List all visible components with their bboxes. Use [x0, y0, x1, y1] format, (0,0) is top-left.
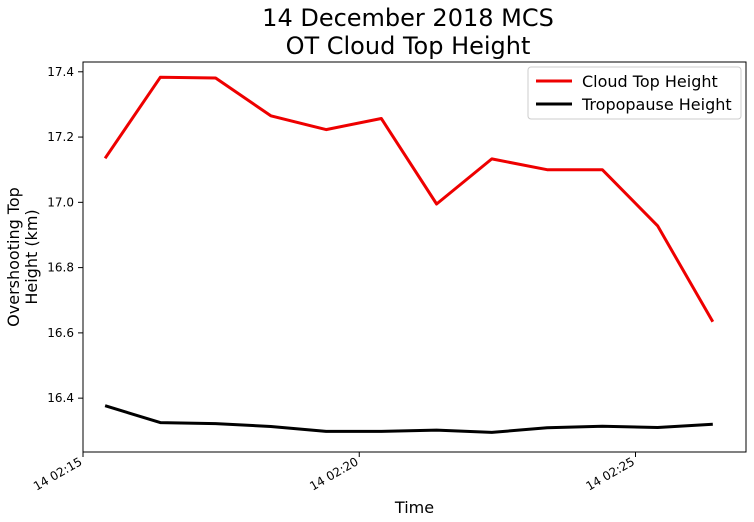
- legend-box: [527, 66, 742, 120]
- plot-frame: [82, 61, 747, 453]
- y-tick-label: 16.6: [47, 326, 74, 340]
- y-axis-label-line-1: Overshooting Top: [4, 187, 23, 327]
- y-axis-label: Overshooting Top Height (km): [4, 187, 41, 327]
- chart-title-line-1: 14 December 2018 MCS: [262, 4, 554, 32]
- x-axis: 14 02:15 14 02:20 14 02:25: [31, 452, 637, 493]
- y-tick-label: 17.0: [47, 195, 74, 209]
- chart-title-line-2: OT Cloud Top Height: [286, 32, 531, 60]
- y-tick-label: 16.4: [47, 391, 74, 405]
- x-axis-label: Time: [394, 498, 434, 517]
- x-tick-label: 14 02:20: [307, 454, 360, 493]
- legend-label: Cloud Top Height: [582, 72, 718, 91]
- x-tick-label: 14 02:15: [31, 454, 84, 493]
- y-tick-label: 17.2: [47, 130, 74, 144]
- y-tick-label: 17.4: [47, 65, 74, 79]
- series-line-1: [103, 75, 715, 323]
- y-axis: 16.4 16.6 16.8 17.0 17.2 17.4: [47, 65, 83, 405]
- legend: Cloud Top Height Tropopause Height: [527, 66, 742, 120]
- y-tick-label: 16.8: [47, 261, 74, 275]
- plot-area: [82, 61, 747, 453]
- legend-label: Tropopause Height: [581, 95, 732, 114]
- y-axis-label-line-2: Height (km): [22, 209, 41, 304]
- series-group: [103, 75, 715, 434]
- x-tick-label: 14 02:25: [584, 454, 637, 493]
- series-line-2: [104, 404, 713, 434]
